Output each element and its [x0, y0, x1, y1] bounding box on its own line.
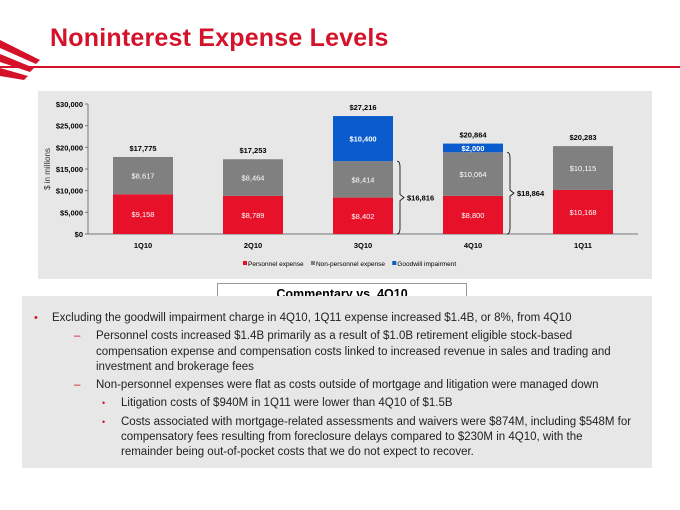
non-personnel-value-label: $8,464 — [242, 174, 265, 183]
goodwill-bar — [333, 116, 393, 162]
non-personnel-value-label: $10,115 — [570, 164, 597, 173]
non-personnel-value-label: $8,414 — [352, 175, 375, 184]
sub-sub-bullet-item: • Litigation costs of $940M in 1Q11 were… — [32, 396, 632, 411]
y-tick-label: $25,000 — [56, 122, 83, 131]
x-tick-label: 4Q10 — [464, 241, 482, 250]
subtotal-bracket — [506, 151, 515, 235]
non-personnel-bar — [333, 161, 393, 198]
sub-bullet-text: Personnel costs increased $1.4B primaril… — [96, 330, 611, 373]
non-personnel-bar — [443, 152, 503, 196]
bullet-marker: • — [34, 312, 38, 324]
non-personnel-bar — [113, 156, 173, 195]
y-axis-title: $ in millions — [43, 148, 52, 190]
personnel-bar — [113, 194, 173, 234]
chart-panel: $0 $5,000 $10,000 $15,000 $20,000 $25,000 $30,… — [38, 91, 652, 279]
title-divider — [0, 66, 680, 68]
goodwill-value-label: $10,400 — [349, 135, 376, 144]
company-logo — [0, 40, 40, 80]
small-bullet-marker: • — [102, 398, 106, 409]
personnel-bar — [333, 197, 393, 234]
y-tick-label: $15,000 — [56, 165, 83, 174]
total-value-label: $17,253 — [239, 146, 266, 155]
x-tick-label: 3Q10 — [354, 241, 372, 250]
sub-sub-bullet-text: Costs associated with mortgage-related a… — [121, 415, 632, 459]
sub-bullet-text: Non-personnel expenses were flat as cost… — [96, 379, 599, 392]
sub-sub-bullet-item: • Costs associated with mortgage-related… — [32, 415, 632, 461]
personnel-value-label: $9,158 — [132, 210, 155, 219]
total-value-label: $20,864 — [459, 131, 487, 140]
personnel-value-label: $10,168 — [569, 208, 596, 217]
legend-goodwill-label: Goodwill impairment — [397, 261, 456, 268]
commentary-list: • Excluding the goodwill impairment char… — [32, 311, 632, 461]
bullet-item: • Excluding the goodwill impairment char… — [32, 311, 632, 326]
x-tick-label: 2Q10 — [244, 241, 262, 250]
non-personnel-bar — [553, 146, 613, 190]
total-value-label: $27,216 — [349, 103, 376, 112]
sub-sub-bullet-text: Litigation costs of $940M in 1Q11 were l… — [121, 397, 453, 410]
page-title: Noninterest Expense Levels — [50, 24, 389, 52]
y-tick-label: $5,000 — [60, 208, 83, 217]
bullet-text: Excluding the goodwill impairment charge… — [52, 312, 572, 324]
small-bullet-marker: • — [102, 416, 106, 427]
x-tick-label: 1Q10 — [134, 241, 152, 250]
y-tick-label: $0 — [75, 230, 83, 239]
personnel-bar — [443, 195, 503, 234]
sub-bullet-item: – Personnel costs increased $1.4B primar… — [32, 329, 632, 375]
legend-goodwill-swatch — [392, 261, 397, 265]
dash-marker: – — [74, 330, 81, 343]
commentary-panel — [22, 296, 652, 468]
dash-marker: – — [74, 379, 81, 392]
subtotal-label: $16,816 — [407, 194, 434, 203]
y-tick-label: $20,000 — [56, 143, 83, 152]
non-personnel-value-label: $8,617 — [132, 172, 155, 181]
personnel-bar — [553, 189, 613, 234]
goodwill-value-label: $2,000 — [462, 144, 485, 153]
legend-personnel-label: Personnel expense — [248, 261, 304, 268]
legend-non-personnel-swatch — [310, 261, 315, 265]
personnel-bar — [223, 195, 283, 234]
personnel-value-label: $8,789 — [242, 211, 265, 220]
personnel-value-label: $8,402 — [352, 212, 375, 221]
personnel-value-label: $8,800 — [462, 211, 485, 220]
x-tick-label: 1Q11 — [574, 241, 592, 250]
y-tick-label: $30,000 — [56, 100, 83, 109]
total-value-label: $20,283 — [569, 133, 596, 142]
y-tick-label: $10,000 — [56, 187, 83, 196]
subtotal-label: $18,864 — [517, 189, 545, 198]
legend-non-personnel-label: Non-personnel expense — [316, 261, 385, 268]
non-personnel-value-label: $10,064 — [459, 170, 486, 179]
total-value-label: $17,775 — [129, 144, 156, 153]
subtotal-bracket — [396, 160, 405, 235]
non-personnel-bar — [223, 159, 283, 196]
expense-bar-chart: $0 $5,000 $10,000 $15,000 $20,000 $25,000 $30,… — [43, 100, 638, 268]
legend-personnel-swatch — [243, 261, 247, 265]
goodwill-bar — [443, 143, 503, 153]
sub-bullet-item: – Non-personnel expenses were flat as co… — [32, 378, 632, 393]
